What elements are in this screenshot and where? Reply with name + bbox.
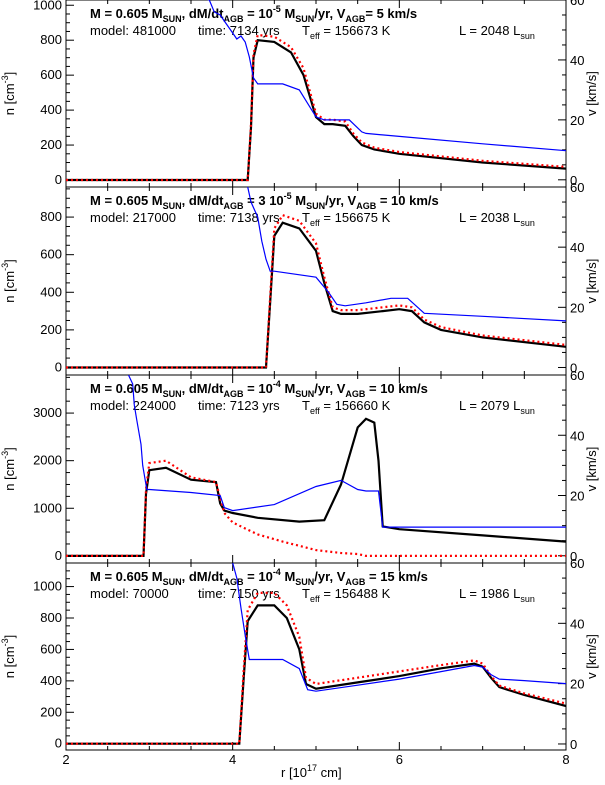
series-line-density xyxy=(66,417,566,558)
model-time: time: 7123 yrs xyxy=(198,398,280,413)
y-tick-label-right: 60 xyxy=(570,368,584,383)
y-tick-label-left: 2000 xyxy=(33,453,62,468)
panel-1: 0 200 400 600 800 1000 0 20 40 60 n [cm-3] v [km/s]… xyxy=(0,0,599,188)
y-axis-label-left: n [cm-3] xyxy=(0,72,17,115)
panel-3: 0 1000 2000 3000 0 20 40 60 n [cm-3] v [km/s] M = … xyxy=(0,368,599,564)
y-tick-label-left: 600 xyxy=(40,67,62,82)
effective-temperature: Teff = 156660 K xyxy=(302,398,391,416)
y-tick-label-left: 3000 xyxy=(33,405,62,420)
model-number: model: 224000 xyxy=(90,398,176,413)
y-tick-label-right: 40 xyxy=(570,53,584,68)
x-axis-label: r [1017 cm] xyxy=(281,763,342,780)
y-tick-label-left: 0 xyxy=(55,548,62,563)
y-tick-label-right: 60 xyxy=(570,0,584,8)
y-axis-label-left: n [cm-3] xyxy=(0,259,17,302)
y-axis-label-right: v [km/s] xyxy=(584,447,599,492)
y-tick-label-left: 400 xyxy=(40,284,62,299)
y-tick-label-right: 0 xyxy=(570,549,577,564)
effective-temperature: Teff = 156488 K xyxy=(302,586,391,604)
y-axis-label-left: n [cm-3] xyxy=(0,635,17,678)
panel-header: M = 0.605 MSUN, dM/dtAGB = 10-4 MSUN/yr,… xyxy=(90,567,428,587)
y-tick-label-left: 1000 xyxy=(33,0,62,12)
x-tick-label: 2 xyxy=(62,752,69,767)
y-tick-label-right: 40 xyxy=(570,616,584,631)
y-tick-label-left: 600 xyxy=(40,247,62,262)
effective-temperature: Teff = 156673 K xyxy=(302,23,391,41)
series-line-velocity xyxy=(207,0,566,152)
luminosity: L = 2048 Lsun xyxy=(459,23,535,41)
y-axis-label-left: n [cm-3] xyxy=(0,447,17,490)
y-tick-label-right: 20 xyxy=(570,300,584,315)
panel-header: M = 0.605 MSUN, dM/dtAGB = 10-4 MSUN/yr,… xyxy=(90,379,428,399)
y-tick-label-right: 20 xyxy=(570,113,584,128)
model-number: model: 217000 xyxy=(90,210,176,225)
y-tick-label-right: 20 xyxy=(570,677,584,692)
luminosity: L = 2079 Lsun xyxy=(459,398,535,416)
series-line-density xyxy=(66,39,566,182)
series-line-velocity xyxy=(127,375,566,528)
y-tick-label-right: 60 xyxy=(570,180,584,195)
series-line-model xyxy=(66,33,566,182)
y-axis-label-right: v [km/s] xyxy=(584,71,599,116)
series-line-model xyxy=(66,213,566,369)
series-line-velocity xyxy=(247,187,566,322)
y-tick-label-left: 200 xyxy=(40,704,62,719)
y-tick-label-left: 1000 xyxy=(33,500,62,515)
x-tick-label: 6 xyxy=(396,752,403,767)
y-tick-label-left: 0 xyxy=(55,359,62,374)
panel-2: 0 200 400 600 800 0 20 40 60 n [cm-3] v [km/s] M = … xyxy=(0,180,599,376)
series-line-model xyxy=(66,591,566,745)
panel-header: M = 0.605 MSUN, dM/dtAGB = 10-5 MSUN/yr,… xyxy=(90,4,417,24)
panel-header: M = 0.605 MSUN, dM/dtAGB = 3 10-5 MSUN/y… xyxy=(90,191,439,211)
y-tick-label-right: 40 xyxy=(570,428,584,443)
panel-4: 0 200 400 600 800 1000 0 20 40 60 n [cm-3] v [km/s]… xyxy=(0,556,599,752)
x-tick-label: 8 xyxy=(562,752,569,767)
y-tick-label-left: 200 xyxy=(40,137,62,152)
luminosity: L = 2038 Lsun xyxy=(459,210,535,228)
y-axis-label-right: v [km/s] xyxy=(584,634,599,679)
y-tick-label-left: 800 xyxy=(40,209,62,224)
model-number: model: 70000 xyxy=(90,586,169,601)
series-line-velocity xyxy=(232,563,566,692)
y-tick-label-left: 0 xyxy=(55,736,62,751)
y-axis-label-right: v [km/s] xyxy=(584,259,599,304)
effective-temperature: Teff = 156675 K xyxy=(302,210,391,228)
y-tick-label-right: 20 xyxy=(570,489,584,504)
model-time: time: 7134 yrs xyxy=(198,23,280,38)
x-tick-label: 4 xyxy=(229,752,236,767)
model-time: time: 7138 yrs xyxy=(198,210,280,225)
y-tick-label-left: 800 xyxy=(40,32,62,47)
y-tick-label-right: 60 xyxy=(570,556,584,571)
y-tick-label-left: 0 xyxy=(55,172,62,187)
y-tick-label-left: 800 xyxy=(40,610,62,625)
y-tick-label-right: 0 xyxy=(570,360,577,375)
series-line-model xyxy=(66,459,566,558)
model-number: model: 481000 xyxy=(90,23,176,38)
luminosity: L = 1986 Lsun xyxy=(459,586,535,604)
y-tick-label-left: 400 xyxy=(40,673,62,688)
y-tick-label-left: 1000 xyxy=(33,579,62,594)
y-tick-label-left: 400 xyxy=(40,102,62,117)
y-tick-label-right: 40 xyxy=(570,240,584,255)
y-tick-label-right: 0 xyxy=(570,737,577,752)
y-tick-label-right: 0 xyxy=(570,173,577,188)
y-tick-label-left: 600 xyxy=(40,641,62,656)
y-tick-label-left: 200 xyxy=(40,322,62,337)
